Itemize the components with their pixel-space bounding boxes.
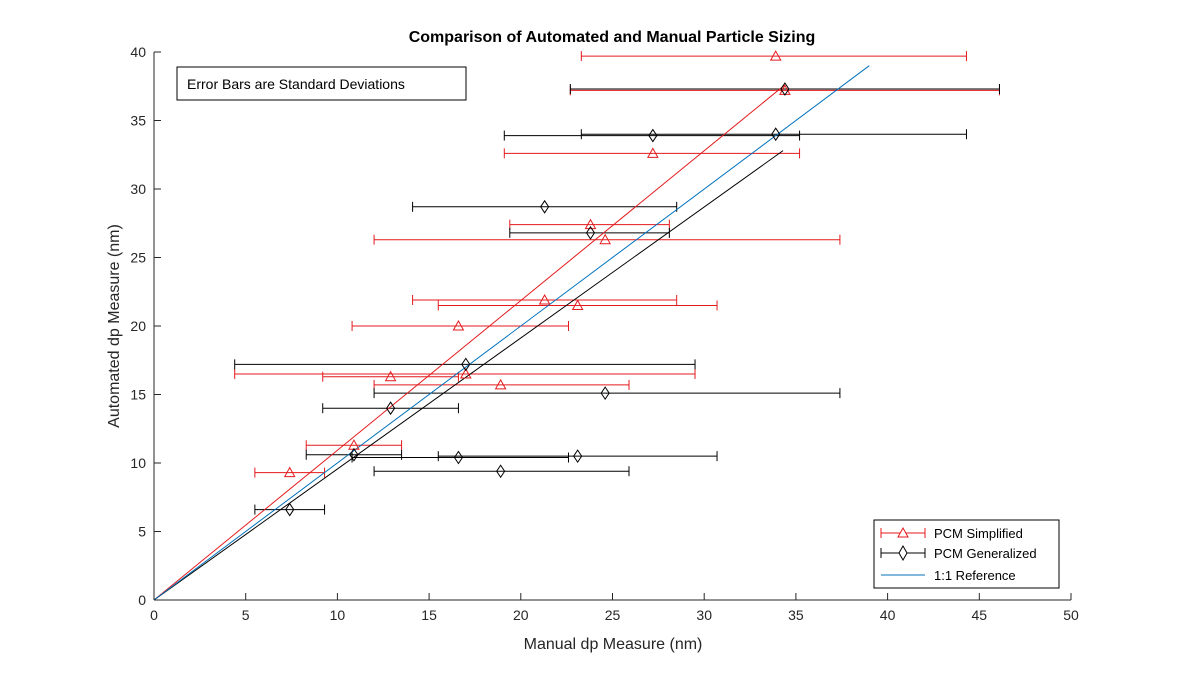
legend-reference-label: 1:1 Reference [934,568,1016,583]
pcm-simplified-point-11 [769,50,782,61]
pcm-generalized-point-1 [349,447,359,462]
y-tick-label-2: 10 [130,455,146,471]
x-tick-label-4: 20 [513,607,529,623]
annotation-text: Error Bars are Standard Deviations [187,76,405,92]
pcm-generalized-point-9 [600,386,610,401]
x-tick-label-9: 45 [972,607,988,623]
x-tick-label-6: 30 [696,607,712,623]
pcm-generalized-point-7 [573,449,583,464]
x-tick-label-10: 50 [1063,607,1079,623]
markers-layer [283,50,791,517]
y-tick-label-7: 35 [130,113,146,129]
x-tick-label-3: 15 [421,607,437,623]
annotation-frame [176,66,467,101]
pcm-simplified-point-2 [384,370,397,382]
x-tick-label-5: 25 [605,607,621,623]
pcm-generalized-point-8 [585,225,596,240]
y-axis-label: Automated dp Measure (nm) [106,224,123,428]
chart-title: Comparison of Automated and Manual Parti… [409,29,816,46]
y-tick-label-3: 15 [130,387,146,403]
pcm-generalized-point-12 [780,82,790,96]
pcm-simplified-point-8 [584,218,597,230]
legend: PCM Simplified PCM Generalized 1:1 Refer… [873,519,1060,589]
y-tick-label-4: 20 [130,318,146,334]
x-tick-label-8: 40 [880,607,896,623]
pcm-simplified-point-0 [283,466,296,478]
x-axis-label: Manual dp Measure (nm) [524,636,703,653]
pcm-generalized-point-2 [385,401,396,416]
1-1-reference-line [153,65,870,601]
pcm-simplified-point-4 [459,367,472,379]
error-bars-layer [234,51,1000,515]
y-tick-label-8: 40 [130,44,146,60]
legend-generalized-marker [898,544,908,562]
pcm-simplified-point-10 [646,147,659,158]
pcm-generalized-point-3 [453,450,464,465]
x-tick-label-1: 5 [242,607,250,623]
x-tick-label-2: 10 [330,607,346,623]
pcm-generalized-point-11 [771,127,781,142]
y-tick-label-6: 30 [130,181,146,197]
pcm-simplified-point-6 [538,293,551,305]
x-tick-label-7: 35 [788,607,804,623]
pcm-simplified-point-5 [494,378,507,390]
legend-generalized-label: PCM Generalized [934,546,1037,561]
pcm-generalized-point-0 [285,502,295,517]
y-tick-label-1: 5 [138,524,146,540]
pcm-generalized-point-4 [461,357,471,372]
pcm-generalized-point-5 [496,464,506,479]
lines-layer [153,65,870,601]
pcm-generalized-fit-line [153,150,784,601]
pcm-generalized-point-10 [648,128,658,143]
annotation-box: Error Bars are Standard Deviations [176,66,467,101]
pcm-simplified-point-7 [571,299,584,310]
legend-simplified-label: PCM Simplified [934,526,1023,541]
y-tick-label-5: 25 [130,250,146,266]
y-tick-label-0: 0 [138,592,146,608]
pcm-simplified-fit-line [153,84,786,601]
x-tick-label-0: 0 [150,607,158,623]
pcm-generalized-point-6 [540,199,550,214]
legend-simplified-marker [897,526,909,538]
axes-layer: 0 5 10 15 20 25 30 35 40 45 50 0 5 10 15 20 25 30 35 40 [130,44,1079,623]
pcm-simplified-point-9 [599,233,612,245]
pcm-simplified-point-3 [452,319,465,331]
